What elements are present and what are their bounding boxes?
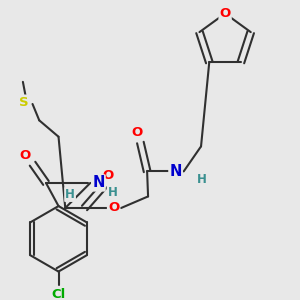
Text: H: H (65, 188, 75, 201)
Text: Cl: Cl (51, 288, 66, 300)
Text: O: O (108, 202, 119, 214)
Text: H: H (108, 186, 118, 199)
Text: O: O (19, 149, 30, 163)
Text: O: O (220, 7, 231, 20)
Text: O: O (132, 126, 143, 140)
Text: H: H (197, 172, 207, 186)
Text: N: N (92, 176, 105, 190)
Text: N: N (169, 164, 182, 179)
Text: S: S (19, 96, 29, 109)
Text: O: O (102, 169, 113, 182)
